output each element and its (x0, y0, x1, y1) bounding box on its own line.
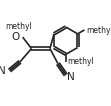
Text: methyl: methyl (5, 22, 32, 31)
Text: methyl: methyl (68, 57, 94, 66)
Text: N: N (67, 72, 74, 82)
Text: O: O (12, 32, 20, 42)
Text: N: N (0, 66, 6, 76)
Text: methyl: methyl (86, 26, 111, 35)
